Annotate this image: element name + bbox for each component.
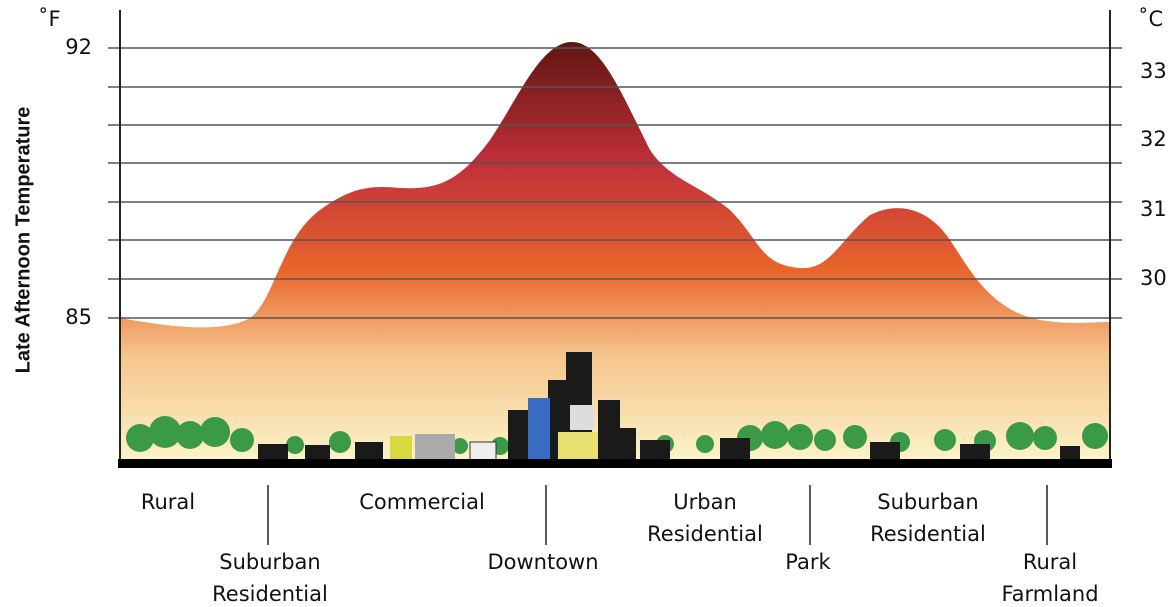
right-tick-label: 30 xyxy=(1140,266,1167,290)
right-tick-label: 32 xyxy=(1140,127,1167,151)
right-tick-label: 31 xyxy=(1140,197,1167,221)
left-tick-label: 92 xyxy=(65,35,92,59)
zone-label: Farmland xyxy=(1001,582,1098,606)
axis-title: Late Afternoon Temperature xyxy=(12,107,34,374)
zone-label: Suburban xyxy=(219,550,320,574)
zone-label: Residential xyxy=(870,522,986,546)
left-unit: ˚F xyxy=(38,7,61,31)
zone-label: Residential xyxy=(647,522,763,546)
heat-island-diagram: Late Afternoon Temperature ˚F ˚C 92 85 33 32 3… xyxy=(0,0,1173,607)
zone-label: Commercial xyxy=(359,490,485,514)
zone-label: Residential xyxy=(212,582,328,606)
right-unit: ˚C xyxy=(1138,7,1163,31)
ground xyxy=(118,459,1112,468)
zone-label: Park xyxy=(785,550,831,574)
zone-label: Rural xyxy=(1023,550,1077,574)
zone-label: Downtown xyxy=(487,550,598,574)
right-tick-label: 33 xyxy=(1140,59,1167,83)
zone-label: Rural xyxy=(141,490,195,514)
heat-profile xyxy=(120,42,1110,462)
zone-label: Urban xyxy=(673,490,737,514)
zone-label: Suburban xyxy=(877,490,978,514)
left-tick-label: 85 xyxy=(65,305,92,329)
